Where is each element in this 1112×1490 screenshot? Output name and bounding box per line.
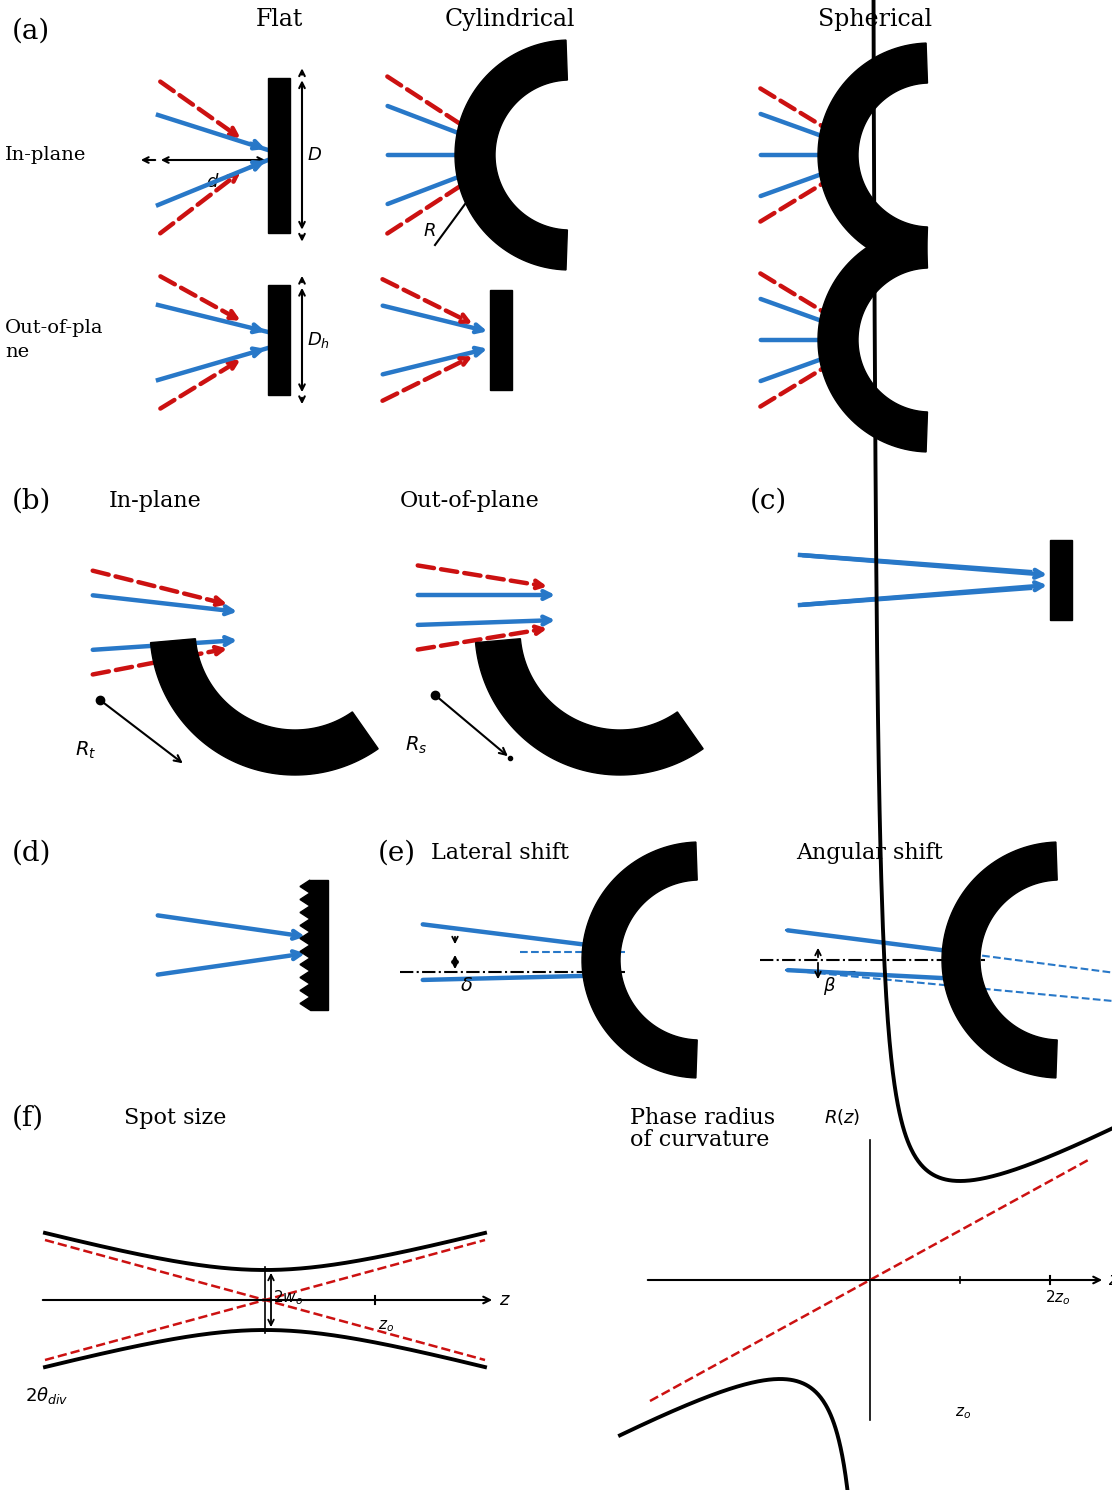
Text: $R$: $R$ [423,222,436,240]
Text: Lateral shift: Lateral shift [431,842,569,864]
Bar [490,291,512,390]
Polygon shape [300,919,310,933]
Text: $R_t$: $R_t$ [75,739,97,761]
Polygon shape [300,971,310,983]
Polygon shape [300,881,310,893]
Text: (e): (e) [378,840,416,867]
Polygon shape [300,933,310,945]
Bar [310,881,328,1010]
Text: (b): (b) [12,489,51,516]
Polygon shape [476,639,703,775]
Text: $\beta$: $\beta$ [823,974,836,997]
Polygon shape [818,228,927,451]
Bar [268,77,290,232]
Text: Flat: Flat [256,7,302,31]
Text: $2w_o$: $2w_o$ [274,1289,304,1307]
Text: $z$: $z$ [1108,1271,1112,1289]
Text: $z_o$: $z_o$ [378,1319,394,1334]
Polygon shape [300,906,310,919]
Polygon shape [300,893,310,906]
Polygon shape [582,842,697,1077]
Text: $R(z)$: $R(z)$ [824,1107,860,1126]
Text: $2z_o$: $2z_o$ [1045,1287,1071,1307]
Text: (d): (d) [12,840,51,867]
Polygon shape [300,997,310,1010]
Text: $z$: $z$ [499,1290,510,1310]
Text: (a): (a) [12,18,50,45]
Polygon shape [818,43,927,267]
Text: In-plane: In-plane [109,490,201,513]
Text: of curvature: of curvature [631,1129,770,1150]
Polygon shape [942,842,1058,1077]
Text: In-plane: In-plane [4,146,87,164]
Bar [268,285,290,395]
Text: (c): (c) [749,489,787,516]
Text: Cylindrical: Cylindrical [445,7,575,31]
Text: $R_s$: $R_s$ [405,735,427,755]
Text: Spot size: Spot size [123,1107,226,1129]
Text: Out-of-pla: Out-of-pla [4,319,103,337]
Text: (f): (f) [12,1106,44,1132]
Polygon shape [150,639,378,775]
Text: ne: ne [4,343,29,361]
Polygon shape [455,40,567,270]
Text: Phase radius: Phase radius [631,1107,775,1129]
Text: $D$: $D$ [307,146,322,164]
Text: Angular shift: Angular shift [796,842,943,864]
Text: Spherical: Spherical [818,7,932,31]
Text: $2\theta_{div}$: $2\theta_{div}$ [24,1386,69,1407]
Text: Out-of-plane: Out-of-plane [400,490,539,513]
Text: $\delta$: $\delta$ [460,977,473,995]
Polygon shape [300,958,310,971]
Polygon shape [300,945,310,958]
Text: $D_h$: $D_h$ [307,329,330,350]
Text: $d$: $d$ [206,173,220,191]
Text: $z_o$: $z_o$ [955,1405,971,1420]
Bar [1050,539,1072,620]
Polygon shape [300,983,310,997]
